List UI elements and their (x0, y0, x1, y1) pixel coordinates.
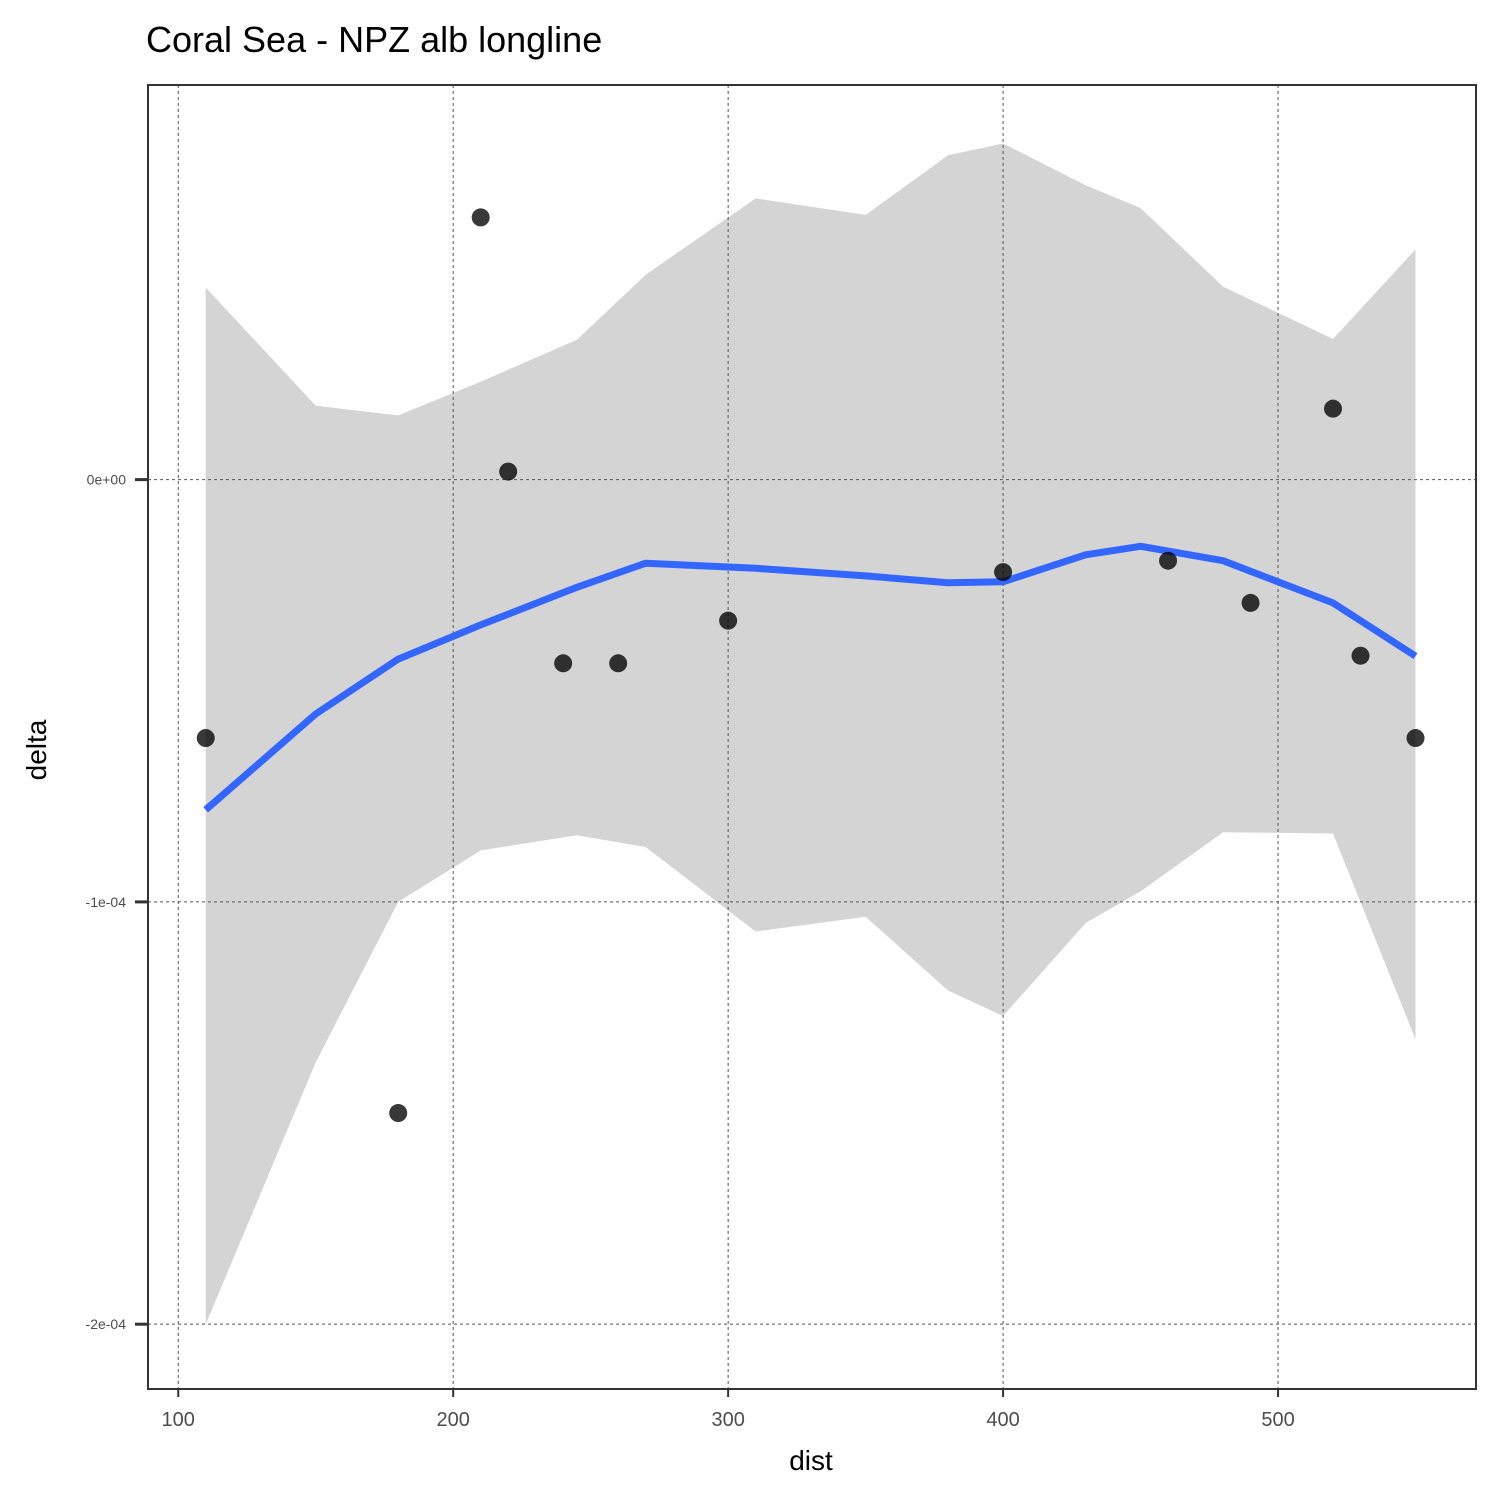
data-point (1159, 551, 1178, 570)
y-tick-label: -1e-04 (86, 894, 127, 910)
grid-layer (148, 85, 1476, 1389)
x-tick-label: 400 (986, 1409, 1019, 1431)
x-tick-label: 100 (162, 1409, 195, 1431)
y-tick-label: -2e-04 (86, 1316, 127, 1332)
y-tick-label: 0e+00 (87, 472, 127, 488)
axis-layer: 100 200 300 400 500 -2e-04 -1e-04 0e+00 (86, 472, 1295, 1431)
data-point (609, 654, 628, 673)
data-point (1324, 399, 1343, 418)
x-tick-label: 300 (711, 1409, 744, 1431)
data-point (389, 1104, 408, 1123)
data-point (994, 563, 1013, 582)
data-point (719, 611, 738, 630)
data-point (499, 462, 518, 481)
x-tick-label: 500 (1261, 1409, 1294, 1431)
smooth-line (203, 542, 1418, 813)
chart-title: Coral Sea - NPZ alb longline (146, 19, 602, 60)
data-point (196, 729, 215, 748)
x-tick-label: 200 (437, 1409, 470, 1431)
data-point (471, 208, 490, 227)
smooth-line-layer (203, 542, 1418, 813)
panel-border (147, 84, 1477, 1390)
data-point (554, 654, 573, 673)
data-point (1241, 593, 1260, 612)
y-axis-title: delta (21, 719, 52, 780)
confidence-ribbon (205, 143, 1416, 1325)
x-axis-title: dist (789, 1445, 833, 1476)
data-point (1406, 729, 1425, 748)
confidence-ribbon-layer (205, 143, 1416, 1325)
data-point (1351, 646, 1370, 665)
points-layer (196, 208, 1425, 1123)
